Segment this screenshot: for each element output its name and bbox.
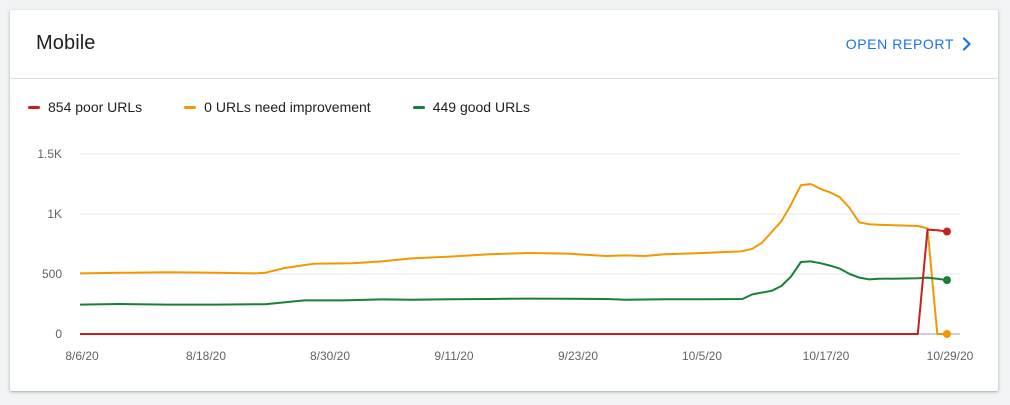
mobile-report-card: Mobile OPEN REPORT 854 poor URLs 0 URLs …	[10, 10, 998, 391]
card-header: Mobile OPEN REPORT	[10, 10, 998, 79]
y-tick-label: 500	[42, 267, 62, 281]
legend-label-poor: 854 poor URLs	[48, 99, 143, 115]
x-tick-label: 8/30/20	[310, 349, 350, 363]
legend-swatch-good	[412, 105, 425, 109]
legend-swatch-needs-improvement	[184, 105, 197, 109]
open-report-label: OPEN REPORT	[845, 36, 954, 52]
series-end-dot-needs_improvement[interactable]	[943, 330, 951, 338]
x-tick-label: 9/23/20	[558, 349, 598, 363]
x-tick-label: 10/5/20	[682, 349, 722, 363]
x-tick-label: 8/6/20	[65, 349, 99, 363]
x-tick-label: 10/29/20	[927, 349, 974, 363]
x-tick-label: 8/18/20	[186, 349, 226, 363]
x-tick-label: 9/11/20	[434, 349, 473, 363]
grid-lines	[80, 153, 960, 335]
series-end-dots	[943, 227, 951, 338]
legend-item-good[interactable]: 449 good URLs	[412, 99, 530, 115]
y-tick-label: 1K	[47, 207, 62, 221]
chart-legend: 854 poor URLs 0 URLs need improvement 44…	[28, 99, 572, 115]
legend-item-needs-improvement[interactable]: 0 URLs need improvement	[184, 99, 371, 115]
series-line-poor[interactable]	[80, 228, 948, 335]
chevron-right-icon	[962, 37, 972, 51]
y-tick-label: 0	[55, 327, 62, 341]
series-lines	[79, 183, 948, 335]
y-axis-ticks: 0 500 1K 1.5K	[37, 147, 62, 341]
x-tick-label: 10/17/20	[803, 349, 850, 363]
y-tick-label: 1.5K	[37, 147, 62, 161]
legend-item-poor[interactable]: 854 poor URLs	[28, 99, 142, 115]
series-end-dot-poor[interactable]	[943, 227, 951, 236]
series-line-needs_improvement[interactable]	[79, 183, 947, 335]
open-report-button[interactable]: OPEN REPORT	[846, 36, 972, 52]
legend-label-good: 449 good URLs	[432, 99, 530, 115]
legend-label-needs-improvement: 0 URLs need improvement	[204, 99, 371, 115]
series-end-dot-good[interactable]	[943, 276, 951, 285]
card-title: Mobile	[36, 32, 96, 54]
legend-swatch-poor	[28, 105, 40, 109]
x-axis-ticks: 8/6/20 8/18/20 8/30/20 9/11/20 9/23/20 10/5/2…	[65, 349, 973, 363]
line-chart: 0 500 1K 1.5K 8/6/20 8/18/20 8/30/20 9/11/20 9/…	[37, 147, 973, 363]
series-line-good[interactable]	[79, 260, 948, 306]
